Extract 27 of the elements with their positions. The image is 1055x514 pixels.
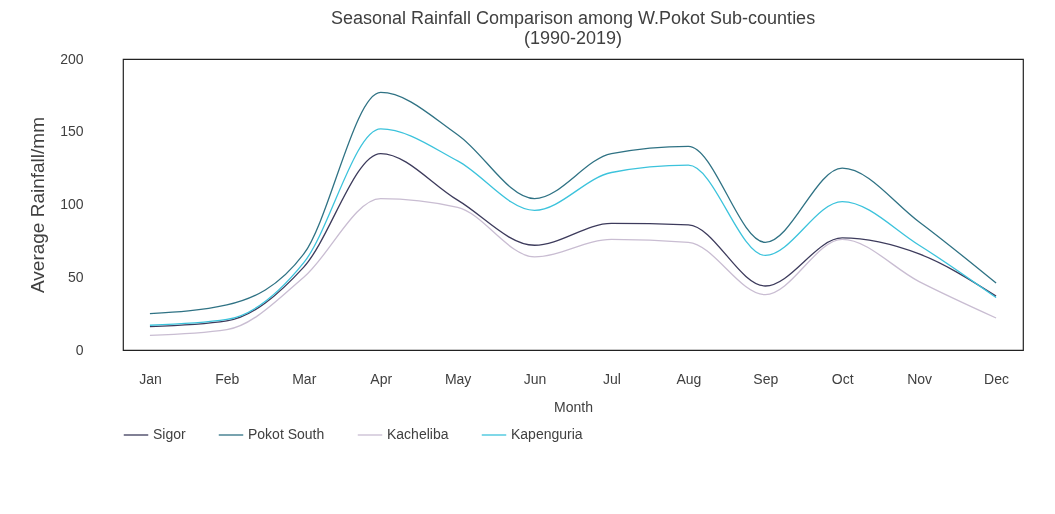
y-tick-label: 150 bbox=[60, 123, 84, 140]
y-tick-label: 200 bbox=[60, 50, 84, 67]
x-tick-label: Feb bbox=[215, 370, 240, 387]
y-axis-title: Average Rainfall/mm bbox=[27, 116, 49, 294]
legend-label: Kacheliba bbox=[387, 426, 449, 442]
x-tick-label: Jul bbox=[603, 370, 621, 387]
y-tick-label: 50 bbox=[67, 268, 84, 285]
line-series bbox=[149, 198, 997, 337]
line-series bbox=[149, 91, 997, 315]
x-tick-label: May bbox=[444, 370, 472, 387]
legend-label: Pokot South bbox=[248, 426, 325, 442]
x-tick-label: Oct bbox=[831, 370, 854, 387]
x-axis-title: Month bbox=[554, 398, 593, 415]
x-tick-label: Nov bbox=[907, 370, 933, 387]
x-tick-label: Sep bbox=[753, 370, 779, 387]
y-tick-label: 0 bbox=[75, 341, 84, 358]
text: Seasonal Rainfall Comparison among W.Pokot Sub-counties bbox=[330, 8, 816, 28]
legend-label: Kapenguria bbox=[511, 426, 583, 442]
legend-label: Sigor bbox=[153, 426, 187, 442]
x-tick-label: Jan bbox=[139, 370, 162, 387]
x-tick-label: Aug bbox=[676, 370, 702, 387]
x-tick-label: Jun bbox=[523, 370, 547, 387]
text: (1990-2019) bbox=[523, 28, 623, 48]
x-tick-label: Apr bbox=[370, 370, 393, 387]
y-tick-label: 100 bbox=[60, 196, 84, 212]
x-tick-label: Dec bbox=[984, 370, 1010, 387]
x-tick-label: Mar bbox=[292, 370, 317, 387]
